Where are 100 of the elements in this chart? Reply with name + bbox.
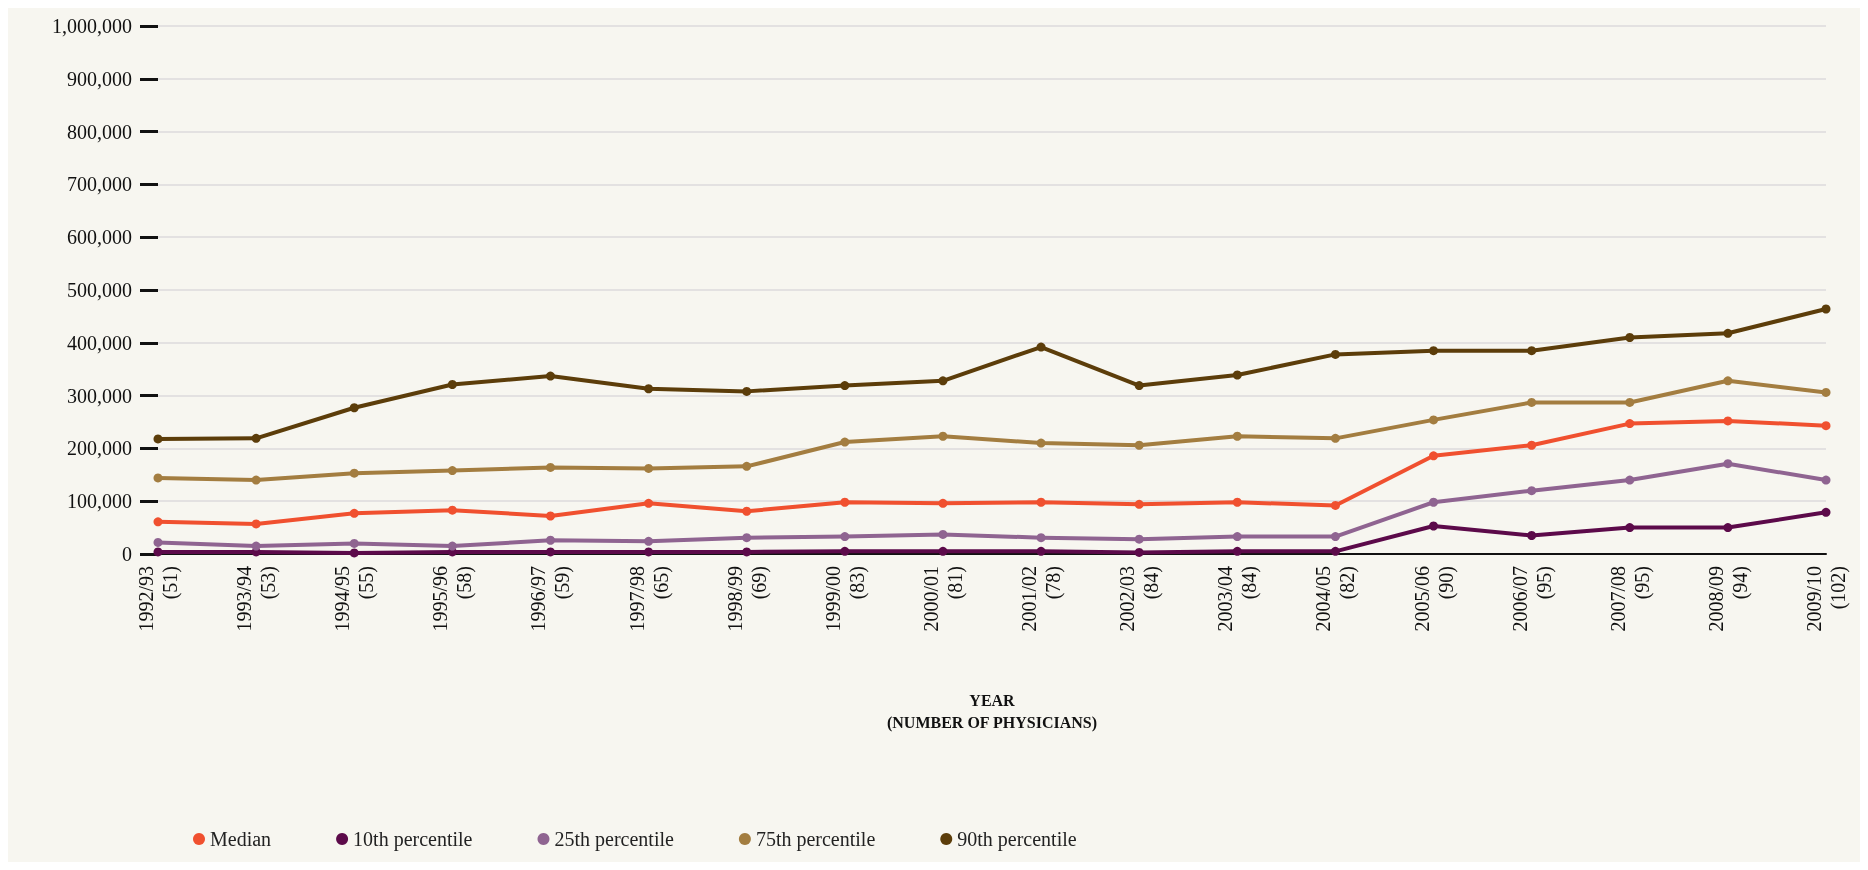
point [1625, 523, 1635, 533]
point [840, 381, 850, 391]
point [251, 475, 261, 485]
point [644, 498, 654, 508]
legend-label: 75th percentile [755, 828, 876, 851]
point [1232, 370, 1242, 380]
point [545, 462, 555, 472]
point [1134, 381, 1144, 391]
point [349, 403, 359, 413]
x-tick-label: 1993/94 (53) [233, 566, 281, 632]
point [1625, 333, 1635, 343]
point [1625, 419, 1635, 429]
point [644, 536, 654, 546]
point [1821, 387, 1831, 397]
point [938, 529, 948, 539]
point [1723, 523, 1733, 533]
point [447, 541, 457, 551]
point [1723, 328, 1733, 338]
point [938, 546, 948, 556]
x-tick-label: 1998/99 (69) [723, 566, 771, 632]
x-tick-label: 2002/03 (84) [1116, 566, 1164, 632]
y-tick-label: 100,000 [67, 490, 132, 513]
point [1232, 431, 1242, 441]
point [742, 547, 752, 557]
point [1429, 497, 1439, 507]
point [153, 517, 163, 527]
x-tick-label: 2004/05 (82) [1312, 566, 1360, 632]
point [1821, 304, 1831, 314]
point [1723, 459, 1733, 469]
point [1527, 397, 1537, 407]
point [251, 433, 261, 443]
point [742, 533, 752, 543]
point [1821, 421, 1831, 431]
point [1330, 500, 1340, 510]
x-tick-label: 1994/95 (55) [331, 566, 379, 632]
point [545, 371, 555, 381]
point [153, 537, 163, 547]
point [840, 437, 850, 447]
point [447, 505, 457, 515]
point [840, 532, 850, 542]
y-tick-label: 500,000 [67, 279, 132, 301]
point [1134, 440, 1144, 450]
point [349, 508, 359, 518]
point [1232, 546, 1242, 556]
x-tick-label: 2009/10 (102) [1803, 566, 1850, 632]
x-tick-label: 2006/07 (95) [1508, 566, 1556, 632]
point [1036, 497, 1046, 507]
y-tick-label: 900,000 [67, 67, 132, 90]
point [1134, 534, 1144, 544]
point [251, 541, 261, 551]
point [545, 511, 555, 521]
x-tick-label: 1995/96 (58) [429, 566, 477, 632]
point [1036, 533, 1046, 543]
point [938, 376, 948, 386]
point [1821, 475, 1831, 485]
point [545, 547, 555, 557]
point [1625, 397, 1635, 407]
y-tick-label: 1,000,000 [52, 15, 132, 37]
legend-label: 90th percentile [957, 828, 1077, 851]
point [1036, 546, 1046, 556]
point [1821, 507, 1831, 517]
point [349, 538, 359, 548]
point [1330, 433, 1340, 443]
point [1036, 342, 1046, 352]
x-tick-label: 1999/00 (83) [821, 566, 869, 632]
point [840, 546, 850, 556]
point [1527, 531, 1537, 541]
point [644, 384, 654, 394]
point [1330, 532, 1340, 542]
point [1429, 451, 1439, 461]
point [742, 386, 752, 396]
point [1429, 346, 1439, 356]
y-tick-label: 400,000 [67, 331, 132, 354]
point [1527, 486, 1537, 496]
legend-label: Median [210, 828, 272, 850]
x-tick-label: 2008/09 (94) [1704, 566, 1752, 632]
point [1723, 376, 1733, 386]
x-tick-label: 2005/06 (90) [1410, 566, 1458, 632]
x-axis-title: YEAR (NUMBER OF PHYSICIANS) [886, 691, 1098, 732]
y-tick-label: 700,000 [67, 173, 132, 196]
point [1527, 346, 1537, 356]
point [153, 434, 163, 444]
point [1134, 499, 1144, 509]
point [447, 466, 457, 476]
point [644, 463, 654, 473]
point [1527, 440, 1537, 450]
point [742, 506, 752, 516]
y-tick-label: 600,000 [67, 226, 132, 249]
point [545, 535, 555, 545]
point [1036, 438, 1046, 448]
point [1330, 546, 1340, 556]
legend-label: 25th percentile [554, 828, 675, 851]
x-tick-label: 1997/98 (65) [625, 566, 673, 632]
x-tick-label: 1996/97 (59) [527, 566, 575, 632]
y-tick-label: 200,000 [67, 437, 132, 460]
point [447, 380, 457, 390]
point [840, 497, 850, 507]
x-tick-label: 2001/02 (78) [1018, 566, 1066, 632]
point [1429, 521, 1439, 531]
point [349, 548, 359, 558]
